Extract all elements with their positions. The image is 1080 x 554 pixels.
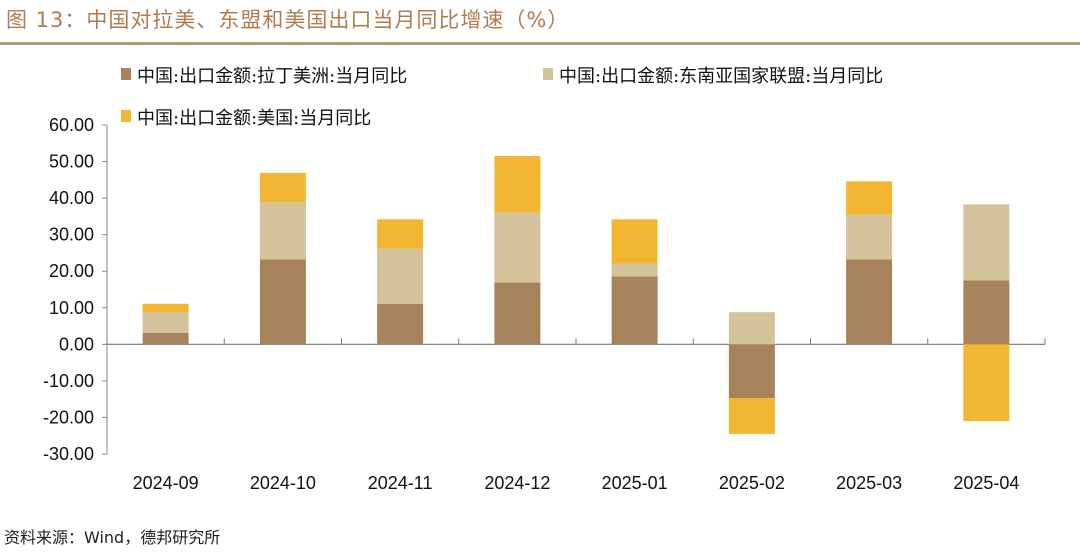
x-tick-label: 2024-09	[133, 473, 199, 493]
bar-segment-2024-12-series-2	[494, 156, 541, 213]
legend-label-1: 中国:出口金额:东南亚国家联盟:当月同比	[559, 66, 883, 87]
y-tick-label: 20.00	[49, 261, 94, 281]
bar-segment-2025-03-series-0	[846, 259, 893, 345]
bar-segment-2024-09-series-2	[142, 303, 189, 313]
x-tick-label: 2024-10	[250, 473, 316, 493]
bar-segment-2024-10-series-1	[259, 202, 306, 260]
bar-segment-2025-03-series-2	[846, 181, 893, 215]
x-tick-label: 2025-04	[953, 473, 1019, 493]
y-tick-label: -30.00	[43, 444, 94, 464]
y-tick-label: 50.00	[49, 152, 94, 172]
bar-segment-2025-02-series-0	[728, 344, 775, 399]
bar-segment-2024-11-series-0	[377, 303, 424, 345]
bar-segment-2025-01-series-2	[611, 219, 658, 264]
bar-segment-2025-04-series-1	[963, 204, 1010, 281]
bar-segment-2025-04-series-2	[963, 344, 1010, 422]
x-tick-label: 2024-12	[484, 473, 550, 493]
y-tick-label: -20.00	[43, 407, 94, 427]
y-tick-label: 40.00	[49, 188, 94, 208]
x-tick-label: 2025-01	[602, 473, 668, 493]
bar-segment-2025-03-series-1	[846, 214, 893, 260]
chart-title: 图 13：中国对拉美、东盟和美国出口当月同比增速（%）	[6, 8, 570, 32]
x-tick-label: 2025-02	[719, 473, 785, 493]
x-tick-label: 2025-03	[836, 473, 902, 493]
bar-segment-2024-11-series-1	[377, 248, 424, 304]
y-tick-label: 30.00	[49, 225, 94, 245]
legend-swatch-0	[121, 68, 131, 80]
bar-segment-2025-01-series-1	[611, 263, 658, 277]
bar-segment-2024-11-series-2	[377, 219, 424, 249]
y-tick-label: -10.00	[43, 371, 94, 391]
bar-segment-2025-01-series-0	[611, 276, 658, 345]
x-tick-label: 2024-11	[368, 473, 433, 493]
bar-segment-2025-02-series-1	[728, 312, 775, 345]
legend-swatch-1	[543, 68, 553, 80]
bar-segment-2024-10-series-2	[259, 172, 306, 203]
bar-segment-2024-09-series-0	[142, 333, 189, 345]
bar-segment-2025-02-series-2	[728, 398, 775, 434]
bar-segment-2025-04-series-0	[963, 280, 1010, 345]
title-divider	[0, 42, 1080, 45]
y-tick-label: 0.00	[59, 334, 94, 354]
legend-swatch-2	[121, 110, 131, 122]
legend-label-0: 中国:出口金额:拉丁美洲:当月同比	[137, 66, 407, 87]
y-tick-label: 10.00	[49, 298, 94, 318]
bar-segment-2024-12-series-1	[494, 212, 541, 283]
bar-segment-2024-12-series-0	[494, 282, 541, 345]
bar-segment-2024-09-series-1	[142, 312, 189, 334]
y-tick-label: 60.00	[49, 115, 94, 135]
bar-segment-2024-10-series-0	[259, 259, 306, 345]
source-note: 资料来源：Wind，德邦研究所	[4, 528, 221, 547]
legend-label-2: 中国:出口金额:美国:当月同比	[137, 108, 371, 129]
